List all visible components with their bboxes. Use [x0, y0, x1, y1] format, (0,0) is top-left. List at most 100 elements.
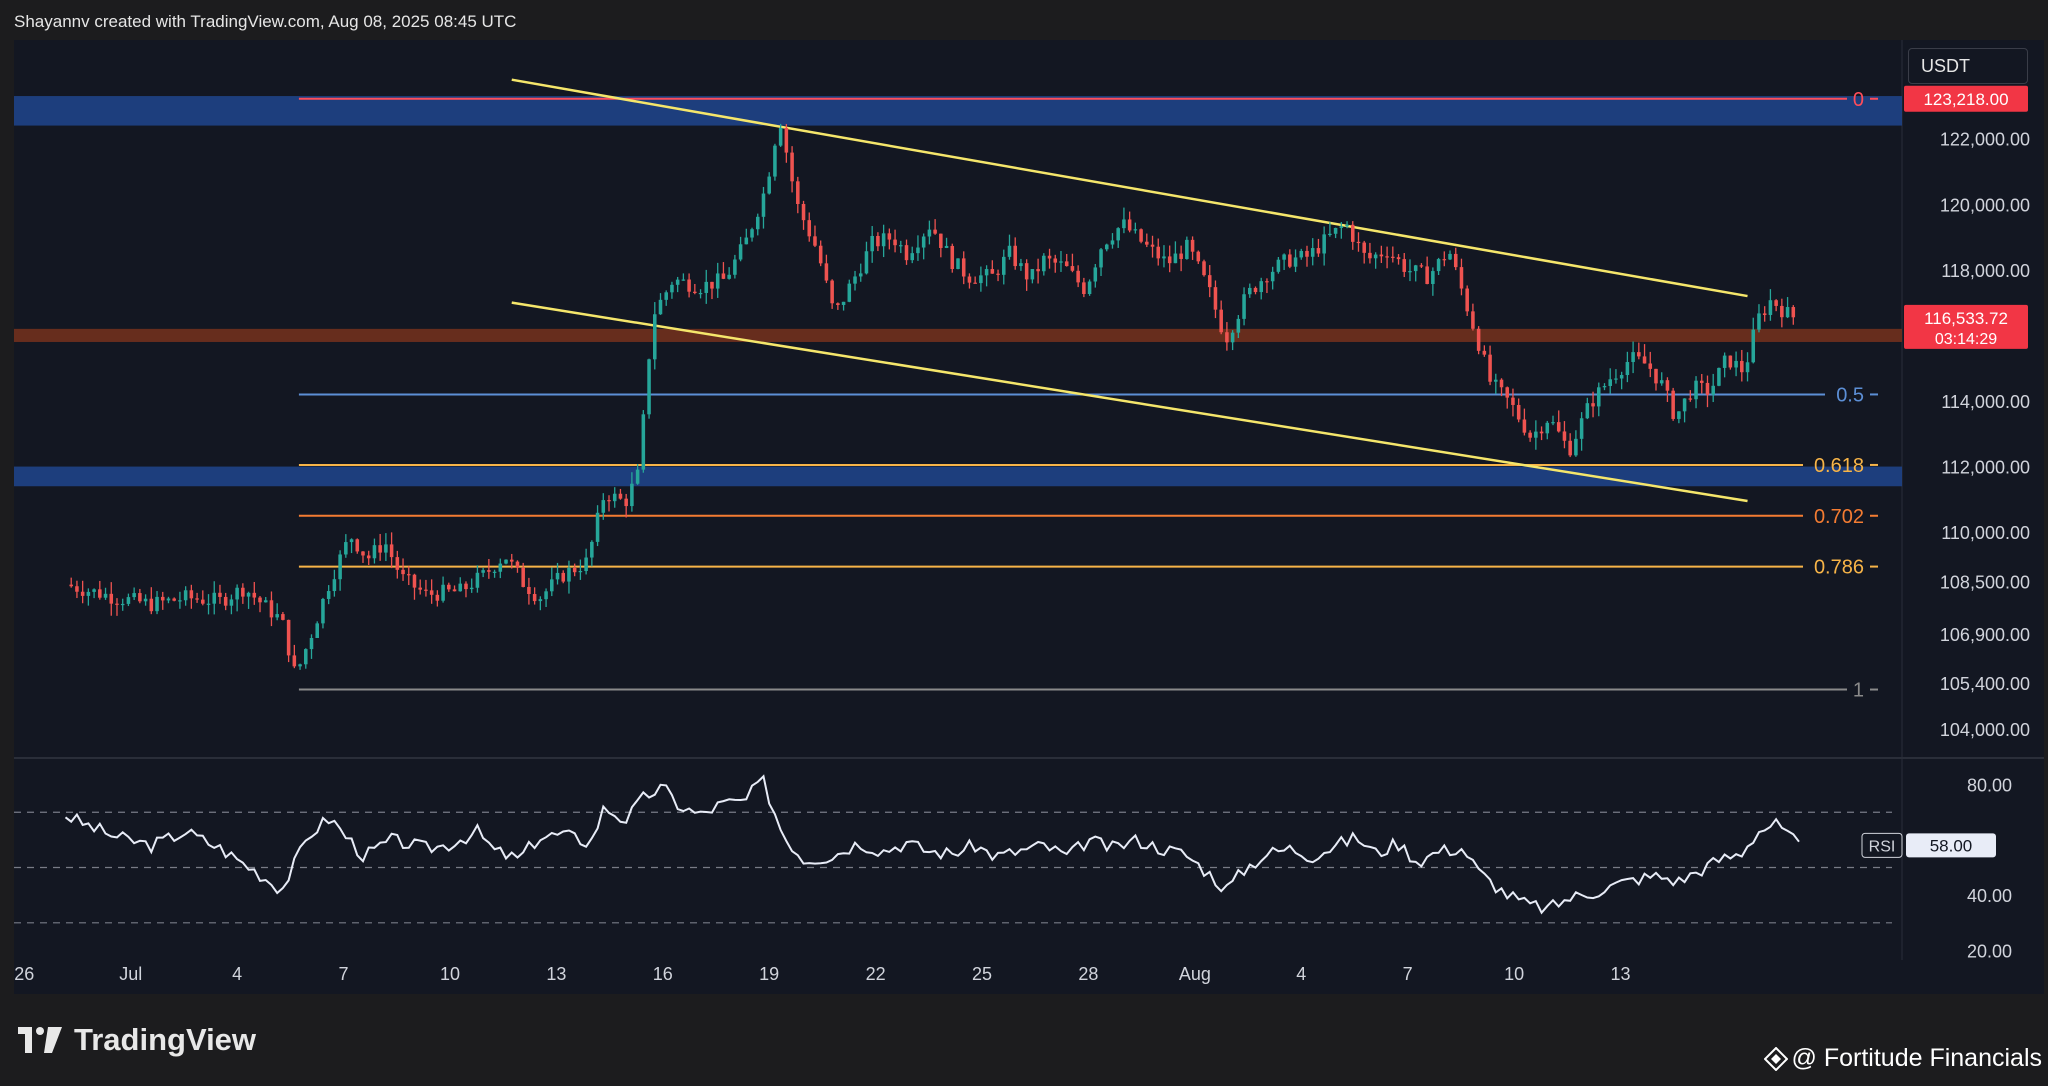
candle-body	[790, 152, 794, 182]
candle-body	[1436, 259, 1441, 272]
candle-body	[452, 589, 457, 592]
price-badge-value: 123,218.00	[1923, 90, 2008, 109]
candle-body	[361, 551, 365, 556]
candle-body	[206, 603, 211, 605]
time-axis-label: 13	[546, 964, 566, 984]
candle-body	[572, 567, 577, 573]
candle-body	[1299, 250, 1304, 258]
candle-body	[715, 273, 720, 289]
candle-body	[1413, 265, 1418, 272]
candle-body	[1070, 266, 1075, 271]
rsi-axis-label: 20.00	[1967, 941, 2012, 961]
time-axis-label: 28	[1078, 964, 1098, 984]
candle-body	[1482, 350, 1487, 355]
candle-body	[1722, 355, 1727, 368]
candle-body	[1522, 419, 1527, 433]
price-badge-countdown: 03:14:29	[1935, 331, 1997, 348]
candle-body	[1545, 422, 1550, 434]
candle-body	[1099, 249, 1103, 268]
price-axis-label: 122,000.00	[1940, 130, 2030, 150]
candle-body	[406, 574, 411, 576]
candle-body	[1059, 261, 1063, 263]
candle-body	[1236, 318, 1241, 333]
candle-body	[1562, 431, 1567, 441]
rsi-value-badge	[1906, 833, 1996, 858]
candle-body	[635, 469, 640, 484]
candle-body	[223, 596, 228, 606]
currency-selector[interactable]: USDT	[1908, 48, 2028, 84]
candle-body	[870, 235, 874, 252]
candle-body	[521, 567, 525, 587]
candle-body	[1528, 432, 1532, 438]
candle-body	[298, 664, 302, 667]
candle-body	[1362, 242, 1366, 253]
price-axis-background	[1902, 40, 2044, 758]
candle-body	[269, 600, 274, 618]
candle-body	[738, 244, 743, 260]
candle-body	[1196, 251, 1201, 262]
candle-body	[1699, 380, 1704, 383]
candle-body	[338, 554, 342, 580]
time-axis-label: Aug	[1179, 964, 1211, 984]
candle-body	[1511, 397, 1515, 405]
candle-body	[607, 500, 611, 502]
candle-body	[1642, 356, 1647, 364]
candle-body	[1185, 239, 1189, 259]
time-axis-label: 19	[759, 964, 779, 984]
candle-body	[344, 542, 348, 555]
candle-body	[653, 314, 657, 360]
candle-body	[275, 614, 279, 618]
zone-demand	[14, 466, 1902, 487]
candle-body	[1791, 307, 1796, 318]
rsi-name-label: RSI	[1869, 838, 1896, 855]
fib-label: 0.786	[1814, 557, 1864, 579]
candle-body	[1001, 256, 1006, 275]
candle-body	[515, 561, 520, 568]
candle-body	[578, 570, 583, 573]
candle-body	[693, 291, 697, 294]
candle-body	[939, 233, 943, 248]
candle-body	[149, 598, 154, 612]
candle-body	[1579, 418, 1584, 439]
candle-body	[504, 559, 508, 564]
candle-body	[160, 596, 165, 601]
tradingview-logo[interactable]: TradingView	[18, 1022, 256, 1058]
candle-body	[979, 275, 983, 284]
candle-body	[1122, 219, 1126, 229]
candle-body	[538, 599, 543, 602]
candle-body	[1242, 294, 1246, 319]
candle-body	[1499, 379, 1504, 388]
candle-body	[1133, 229, 1138, 231]
candle-body	[1282, 254, 1286, 260]
rsi-name-badge	[1861, 832, 1903, 858]
candle-body	[355, 539, 360, 552]
candle-body	[69, 584, 73, 587]
candle-body	[864, 251, 869, 274]
candle-body	[1665, 380, 1670, 391]
candle-body	[1453, 253, 1458, 268]
candle-body	[304, 649, 308, 665]
candle-body	[126, 597, 131, 604]
candle-body	[1333, 227, 1338, 234]
candle-body	[75, 586, 79, 592]
candle-body	[1373, 254, 1378, 259]
candle-body	[664, 292, 668, 300]
candle-body	[687, 279, 691, 292]
candle-body	[120, 603, 125, 606]
price-axis-label: 110,000.00	[1941, 523, 2030, 543]
candle-body	[1448, 253, 1452, 260]
candle-body	[996, 273, 1000, 275]
price-axis-label: 114,000.00	[1941, 392, 2030, 412]
candle-body	[550, 579, 554, 592]
candle-body	[1631, 352, 1635, 363]
candle-body	[899, 245, 903, 247]
candle-body	[401, 569, 405, 575]
candle-body	[178, 600, 182, 602]
candle-body	[1036, 269, 1040, 272]
fib-label: 0.702	[1814, 506, 1864, 528]
candle-body	[1677, 411, 1681, 419]
candle-body	[1259, 281, 1263, 293]
candle-body	[1534, 431, 1538, 438]
candle-body	[458, 583, 463, 592]
